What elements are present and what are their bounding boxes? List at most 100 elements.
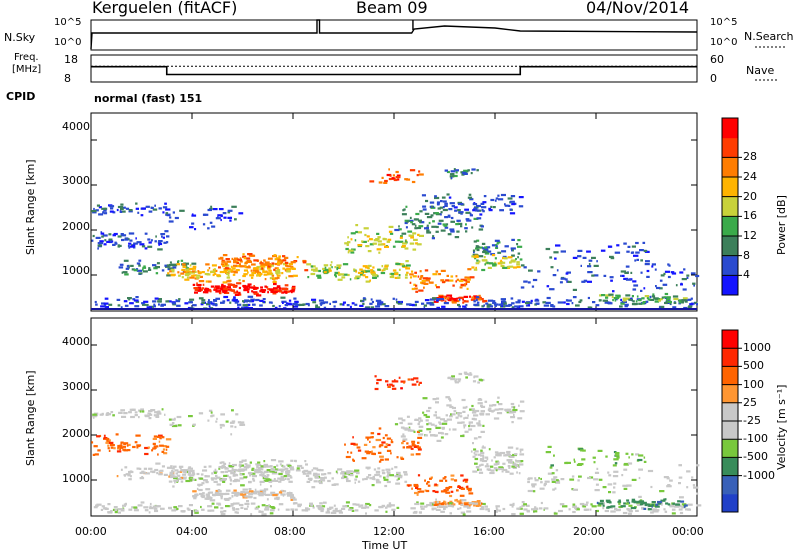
velocity-echo-cell bbox=[663, 498, 666, 501]
power-echo-cell bbox=[653, 297, 659, 300]
velocity-echo-cell bbox=[403, 473, 408, 476]
power-echo-cell bbox=[554, 257, 557, 260]
velocity-echo-cell bbox=[457, 421, 463, 424]
velocity-echo-cell bbox=[147, 446, 150, 449]
power-echo-cell bbox=[199, 275, 203, 278]
velocity-echo-cell bbox=[323, 473, 327, 476]
velocity-echo-cell bbox=[238, 468, 242, 471]
velocity-echo-cell bbox=[623, 468, 628, 471]
power-echo-cell bbox=[169, 270, 173, 273]
power-echo-cell bbox=[171, 270, 175, 273]
power-echo-cell bbox=[230, 265, 233, 268]
power-echo-cell bbox=[471, 168, 476, 171]
velocity-echo-cell bbox=[208, 409, 213, 412]
power-echo-cell bbox=[428, 281, 434, 284]
power-echo-cell bbox=[409, 281, 412, 284]
velocity-echo-cell bbox=[171, 509, 176, 512]
velocity-echo-cell bbox=[655, 509, 660, 512]
power-echo-cell bbox=[167, 300, 172, 303]
velocity-echo-cell bbox=[473, 414, 479, 417]
velocity-echo-cell bbox=[385, 468, 391, 471]
velocity-echo-cell bbox=[201, 494, 205, 497]
power-echo-cell bbox=[473, 240, 477, 243]
power-echo-cell bbox=[383, 268, 386, 272]
velocity-echo-cell bbox=[474, 453, 478, 456]
velocity-echo-cell bbox=[385, 510, 388, 513]
velocity-echo-cell bbox=[472, 502, 479, 505]
velocity-echo-cell bbox=[214, 506, 219, 509]
power-echo-cell bbox=[91, 210, 97, 213]
power-echo-cell bbox=[504, 257, 508, 260]
power-echo-cell bbox=[334, 271, 339, 274]
power-echo-cell bbox=[280, 261, 283, 264]
velocity-echo-cell bbox=[258, 466, 262, 470]
velocity-echo-cell bbox=[602, 504, 605, 507]
power-echo-cell bbox=[238, 212, 244, 215]
velocity-echo-cell bbox=[453, 410, 457, 413]
power-echo-cell bbox=[667, 275, 671, 279]
power-echo-cell bbox=[242, 253, 245, 256]
power-echo-cell bbox=[592, 301, 596, 304]
power-echo-cell bbox=[264, 263, 269, 266]
velocity-echo-cell bbox=[275, 468, 279, 471]
power-echo-cell bbox=[546, 296, 551, 300]
velocity-echo-cell bbox=[534, 479, 539, 482]
power-echo-cell bbox=[471, 296, 474, 299]
velocity-echo-cell bbox=[211, 478, 214, 481]
velocity-echo-cell bbox=[545, 451, 551, 454]
velocity-echo-cell bbox=[479, 413, 485, 416]
velocity-echo-cell bbox=[192, 423, 196, 426]
power-echo-cell bbox=[633, 284, 639, 287]
velocity-echo-cell bbox=[472, 380, 477, 383]
velocity-echo-cell bbox=[443, 507, 446, 510]
velocity-echo-cell bbox=[413, 430, 416, 433]
power-echo-cell bbox=[98, 243, 101, 246]
power-echo-cell bbox=[609, 276, 614, 279]
velocity-echo-cell bbox=[97, 449, 101, 452]
velocity-echo-cell bbox=[187, 473, 191, 476]
velocity-echo-cell bbox=[467, 414, 469, 417]
velocity-echo-cell bbox=[384, 445, 388, 448]
power-echo-cell bbox=[556, 269, 559, 272]
velocity-echo-cell bbox=[490, 465, 494, 468]
velocity-echo-cell bbox=[354, 481, 356, 484]
power-echo-cell bbox=[201, 301, 205, 304]
velocity-echo-cell bbox=[228, 462, 231, 465]
velocity-echo-cell bbox=[505, 470, 510, 473]
power-echo-cell bbox=[201, 299, 206, 302]
power-echo-cell bbox=[469, 198, 474, 201]
power-echo-cell bbox=[129, 302, 134, 305]
power-echo-cell bbox=[425, 279, 430, 282]
power-echo-cell bbox=[516, 263, 520, 266]
power-echo-cell bbox=[447, 214, 451, 217]
velocity-echo-cell bbox=[320, 477, 325, 480]
power-echo-cell bbox=[517, 239, 521, 242]
power-echo-cell bbox=[456, 219, 461, 222]
velocity-echo-cell bbox=[316, 468, 321, 472]
velocity-echo-cell bbox=[231, 468, 237, 472]
power-echo-cell bbox=[476, 296, 482, 299]
power-echo-cell bbox=[197, 286, 201, 289]
power-echo-cell bbox=[423, 282, 429, 285]
power-echo-cell bbox=[476, 204, 481, 208]
power-echo-cell bbox=[412, 275, 417, 278]
velocity-echo-cell bbox=[219, 461, 222, 464]
velocity-echo-cell bbox=[394, 475, 400, 478]
power-echo-cell bbox=[631, 295, 634, 298]
power-echo-cell bbox=[608, 293, 614, 296]
power-echo-cell bbox=[521, 300, 525, 303]
power-echo-cell bbox=[415, 284, 418, 287]
velocity-echo-cell bbox=[449, 500, 453, 503]
power-echo-cell bbox=[459, 286, 463, 289]
velocity-echo-cell bbox=[289, 466, 294, 469]
power-echo-cell bbox=[247, 290, 250, 294]
power-echo-cell bbox=[142, 303, 147, 306]
velocity-echo-cell bbox=[345, 501, 350, 504]
power-echo-cell bbox=[413, 238, 418, 241]
power-echo-cell bbox=[131, 244, 136, 247]
power-echo-cell bbox=[654, 300, 660, 303]
velocity-echo-cell bbox=[443, 501, 447, 504]
power-echo-cell bbox=[148, 267, 151, 270]
power-echo-cell bbox=[458, 298, 461, 301]
velocity-echo-cell bbox=[239, 466, 242, 469]
